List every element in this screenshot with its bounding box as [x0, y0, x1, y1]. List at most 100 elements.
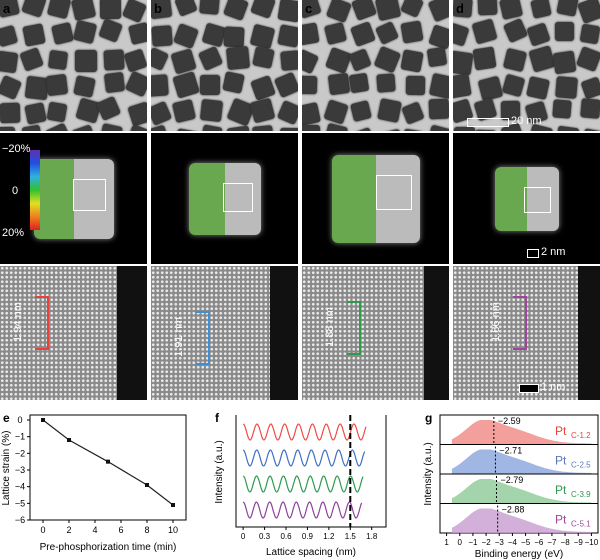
- nanocube: [348, 72, 370, 94]
- nanocube: [21, 0, 47, 18]
- nanocube: [374, 20, 399, 45]
- hrstem-lattice: 1.94 nm: [0, 266, 147, 400]
- dos-area: [451, 420, 592, 445]
- nanocube: [98, 18, 124, 44]
- spacing-bracket: [347, 301, 361, 355]
- spacing-bracket: [196, 311, 210, 365]
- nanocube: [577, 0, 600, 24]
- nanocube: [151, 101, 172, 126]
- nanocube: [348, 47, 372, 72]
- nanocube: [405, 75, 426, 96]
- nanocube: [280, 49, 298, 71]
- x-tick-label: −6: [534, 538, 544, 547]
- nanocube: [428, 24, 449, 50]
- spacing-label: 1.88 nm: [323, 307, 336, 347]
- nanocube: [173, 127, 200, 131]
- data-point: [41, 418, 45, 422]
- haadf-strain-map: [453, 133, 600, 264]
- nanocube: [302, 75, 318, 95]
- nanocube: [151, 25, 173, 47]
- data-point: [171, 503, 175, 507]
- x-tick-label: 10: [168, 525, 178, 535]
- intensity-profile: [242, 423, 367, 441]
- nanocube: [103, 71, 125, 94]
- tem-image: [151, 0, 298, 131]
- nanocube: [277, 0, 298, 23]
- nanocube: [324, 22, 348, 46]
- haadf-strain-map: [0, 133, 147, 264]
- tem-image: [302, 0, 449, 131]
- haadf-strain-map: [302, 133, 449, 264]
- nanocube: [427, 124, 449, 131]
- nanocube: [274, 72, 298, 99]
- nanocube: [324, 122, 349, 131]
- nanocube: [471, 18, 498, 45]
- nanocube: [374, 45, 401, 73]
- nanocube: [71, 0, 97, 21]
- x-tick-label: −3: [495, 538, 505, 547]
- nanocube: [327, 72, 350, 95]
- x-tick-label: −2: [482, 538, 492, 547]
- x-axis-label: Lattice spacing (nm): [266, 547, 356, 558]
- nanocube: [552, 98, 572, 119]
- d-band-center-label: −2.79: [500, 475, 523, 485]
- scale-bar: [519, 384, 539, 393]
- nanocube: [21, 124, 43, 131]
- hrstem-lattice: 1.91 nm: [151, 266, 298, 400]
- nanocube: [222, 71, 246, 95]
- x-tick-label: 4: [92, 525, 97, 535]
- nanocube: [223, 26, 245, 48]
- x-tick-label: 1: [444, 538, 449, 547]
- nanocube: [250, 23, 276, 49]
- y-tick-label: −6: [15, 515, 25, 525]
- nanocube: [22, 23, 46, 47]
- intensity-profile: [242, 449, 366, 467]
- nanocube: [401, 128, 424, 131]
- nanocube: [526, 22, 551, 47]
- nanocube: [96, 96, 121, 122]
- nanocube: [400, 100, 425, 125]
- x-axis-label: Binding energy (eV): [475, 549, 563, 560]
- nanocube: [555, 76, 579, 100]
- nanocube: [280, 127, 298, 131]
- nanocube: [453, 127, 476, 131]
- nanocube: [252, 46, 275, 69]
- nanocube: [0, 126, 16, 131]
- nanocube: [72, 19, 98, 45]
- colorbar-label: 20%: [2, 227, 25, 239]
- data-point: [106, 459, 110, 464]
- nanocube: [302, 22, 320, 46]
- x-tick-label: 0.9: [302, 532, 314, 541]
- nanocube: [127, 101, 147, 127]
- nanocube: [377, 98, 403, 124]
- nanocube: [530, 0, 552, 19]
- nanocube: [277, 99, 298, 124]
- y-axis-label: Intensity (a.u.): [423, 442, 434, 505]
- intensity-profile: [242, 501, 363, 519]
- nanocube: [250, 75, 276, 101]
- nanocube-strain: [494, 166, 559, 231]
- nanocube: [474, 130, 496, 131]
- nanocube: [350, 21, 377, 48]
- nanocube: [429, 73, 449, 99]
- x-tick-label: 1.8: [366, 532, 378, 541]
- spacing-label: 1.86 nm: [489, 302, 502, 342]
- dos-area: [451, 479, 592, 504]
- panel-label-c: c: [305, 1, 313, 16]
- nanocube: [173, 22, 200, 49]
- nanocube: [556, 0, 579, 18]
- y-tick-label: −5: [15, 498, 25, 508]
- series-label: Pt: [555, 454, 567, 468]
- nanocube-strain: [331, 154, 420, 243]
- nanocube: [99, 0, 121, 20]
- x-tick-label: −8: [561, 538, 571, 547]
- x-tick-label: 2: [66, 525, 71, 535]
- panel-label-b: b: [154, 1, 162, 16]
- d-band-center-label: −2.71: [499, 446, 522, 456]
- y-tick-label: −3: [15, 465, 25, 475]
- zoom-box: [376, 174, 412, 210]
- nanocube: [151, 74, 170, 98]
- nanocube: [502, 48, 527, 73]
- series-subscript: C-5.1: [571, 520, 591, 529]
- colorbar: [30, 150, 40, 230]
